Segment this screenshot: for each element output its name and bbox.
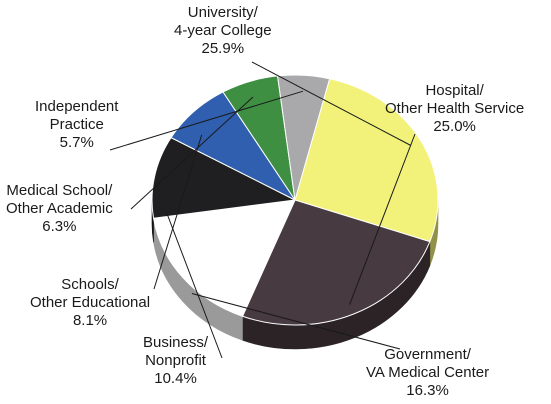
label-university-value: 25.9% <box>201 40 245 57</box>
leader-line-independent <box>109 90 304 151</box>
label-medical-value: 6.3% <box>42 218 77 235</box>
label-government-line2: VA Medical Center <box>366 364 490 381</box>
label-business-line1: Business/ <box>143 334 209 351</box>
pie-slice-business <box>151 137 296 219</box>
label-university-line1: University/ <box>187 4 258 21</box>
leader-line-government <box>191 293 401 350</box>
leader-line-schools <box>153 134 203 290</box>
label-business: Business/ Nonprofit 10.4% <box>143 334 208 388</box>
label-business-value: 10.4% <box>154 370 197 387</box>
label-schools-line1: Schools/ <box>61 276 119 293</box>
label-hospital-line1: Hospital/ <box>425 82 484 99</box>
pie-slice-hospital <box>241 199 431 326</box>
label-government-value: 16.3% <box>406 382 449 399</box>
pie-tops <box>151 74 439 326</box>
label-government-line1: Government/ <box>384 346 471 363</box>
label-independent-line2: Practice <box>49 116 104 133</box>
label-independent-value: 5.7% <box>59 134 94 151</box>
label-hospital-value: 25.0% <box>433 118 476 135</box>
label-independent-line1: Independent <box>35 98 119 115</box>
label-schools-line2: Other Educational <box>30 294 151 311</box>
label-medical: Medical School/ Other Academic 6.3% <box>6 182 113 236</box>
leader-line-medical <box>130 96 254 210</box>
label-hospital-line2: Other Health Service <box>385 100 525 117</box>
label-schools-value: 8.1% <box>72 312 108 329</box>
label-medical-line2: Other Academic <box>6 200 113 217</box>
label-university-line2: 4-year College <box>174 22 272 39</box>
label-government: Government/ VA Medical Center 16.3% <box>366 346 489 400</box>
label-schools: Schools/ Other Educational 8.1% <box>30 276 150 330</box>
label-university: University/ 4-year College 25.9% <box>174 4 272 58</box>
label-medical-line1: Medical School/ <box>6 182 113 199</box>
label-hospital: Hospital/ Other Health Service 25.0% <box>385 82 524 136</box>
leader-line-university <box>251 61 412 146</box>
leader-lines <box>109 61 416 359</box>
pie-slice-government <box>153 199 296 317</box>
label-independent: Independent Practice 5.7% <box>35 98 118 152</box>
leader-line-business <box>165 210 223 359</box>
pie-slice-university <box>294 78 439 243</box>
label-business-line2: Nonprofit <box>145 352 206 369</box>
leader-line-hospital <box>349 133 416 305</box>
